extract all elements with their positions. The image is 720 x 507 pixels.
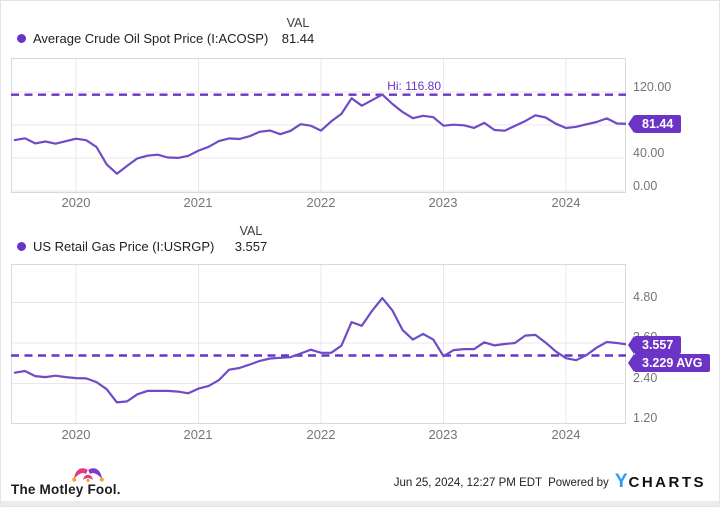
motley-fool-jester-cap-icon bbox=[72, 468, 104, 483]
crude-oil-plot bbox=[11, 58, 626, 193]
y-tick: 120.00 bbox=[633, 80, 672, 94]
x-tick: 2021 bbox=[183, 195, 213, 210]
motley-fool-logo: The Motley Fool. bbox=[11, 482, 121, 497]
val-column-header: VAL bbox=[239, 224, 263, 238]
series-label-crude-oil: Average Crude Oil Spot Price (I:ACOSP) bbox=[33, 31, 269, 46]
current-value-badge-gas-price: 3.557 bbox=[634, 336, 682, 354]
powered-by-label: Powered by bbox=[548, 476, 609, 489]
y-tick: 1.20 bbox=[633, 411, 658, 425]
ycharts-wordmark: CHARTS bbox=[628, 474, 706, 491]
ycharts-logo[interactable]: Y CHARTS bbox=[614, 471, 706, 492]
y-tick: 2.40 bbox=[633, 371, 658, 385]
val-gas-price: 3.557 bbox=[234, 239, 268, 254]
chart-timestamp: Jun 25, 2024, 12:27 PM EDT bbox=[393, 476, 543, 489]
current-value-badge-crude-oil: 81.44 bbox=[634, 115, 682, 133]
x-tick: 2021 bbox=[183, 427, 213, 442]
y-tick: 40.00 bbox=[633, 146, 665, 160]
series-dot-gas-price bbox=[17, 242, 26, 251]
x-tick: 2020 bbox=[61, 427, 91, 442]
y-tick: 4.80 bbox=[633, 290, 658, 304]
x-tick: 2022 bbox=[306, 427, 336, 442]
x-tick: 2023 bbox=[428, 195, 458, 210]
val-crude-oil: 81.44 bbox=[281, 31, 315, 46]
average-value-badge-gas-price: 3.229 AVG bbox=[634, 354, 711, 372]
gas-price-plot bbox=[11, 264, 626, 424]
y-tick: 0.00 bbox=[633, 179, 658, 193]
x-tick: 2024 bbox=[551, 195, 581, 210]
ycharts-y-mark: Y bbox=[614, 471, 628, 492]
val-column-header: VAL bbox=[286, 16, 310, 30]
x-tick: 2024 bbox=[551, 427, 581, 442]
series-label-gas-price: US Retail Gas Price (I:USRGP) bbox=[33, 239, 215, 254]
high-annotation-crude-oil: Hi: 116.80 bbox=[387, 79, 441, 93]
x-tick: 2022 bbox=[306, 195, 336, 210]
x-tick: 2020 bbox=[61, 195, 91, 210]
series-dot-crude-oil bbox=[17, 34, 26, 43]
bottom-edge-strip bbox=[1, 501, 719, 506]
x-tick: 2023 bbox=[428, 427, 458, 442]
